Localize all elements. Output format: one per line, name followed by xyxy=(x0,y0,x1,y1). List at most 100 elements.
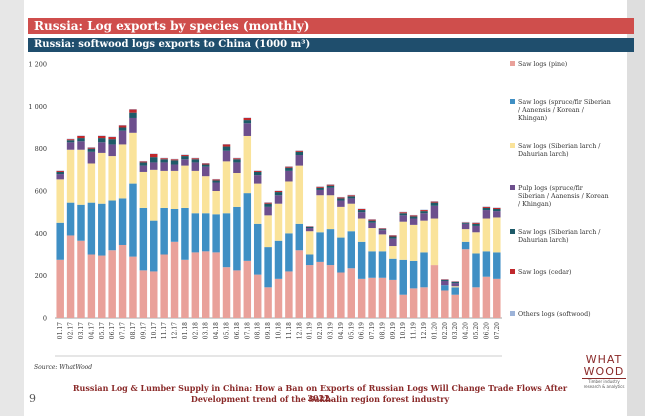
bar-segment xyxy=(357,241,366,279)
bar-segment xyxy=(243,120,252,124)
bar-segment xyxy=(212,180,220,183)
bar-segment xyxy=(160,170,168,208)
x-tick-label: 03.19 xyxy=(327,322,334,339)
bar-segment xyxy=(108,250,116,318)
bar-segment xyxy=(139,207,148,271)
bar-segment xyxy=(274,195,283,204)
bar-segment xyxy=(264,247,272,288)
x-tick-label: 05.20 xyxy=(473,322,480,339)
bar-segment xyxy=(243,193,252,261)
bar-segment xyxy=(295,150,304,152)
bar-segment xyxy=(399,221,407,260)
bar-segment xyxy=(87,163,96,203)
bar-segment xyxy=(118,198,127,245)
bar-segment xyxy=(98,142,106,153)
bar-segment xyxy=(108,156,116,201)
x-tick-label: 01.20 xyxy=(431,322,438,339)
bar-segment xyxy=(305,254,314,266)
bar-segment xyxy=(170,160,179,165)
bar-segment xyxy=(420,213,428,221)
bar-segment xyxy=(493,208,501,212)
bar-segment xyxy=(77,240,85,318)
bar-segment xyxy=(201,213,210,252)
x-tick-label: 07.19 xyxy=(369,322,376,339)
bar-segment xyxy=(461,241,470,250)
bar-segment xyxy=(399,215,407,222)
bar-segment xyxy=(430,202,439,206)
bar-segment xyxy=(389,235,397,237)
x-tick-label: 05.19 xyxy=(348,322,355,339)
legend-swatch xyxy=(510,311,515,316)
bar-segment xyxy=(409,215,418,217)
left-margin-bar xyxy=(0,0,24,416)
bar-segment xyxy=(212,179,220,181)
bar-segment xyxy=(274,278,283,318)
bar-segment xyxy=(420,211,428,214)
bar-segment xyxy=(482,218,491,252)
bar-segment xyxy=(347,196,356,199)
bar-segment xyxy=(441,290,449,318)
bar-segment xyxy=(451,282,459,284)
bar-segment xyxy=(295,223,304,251)
bar-segment xyxy=(441,280,449,286)
x-tick-label: 11.17 xyxy=(161,322,168,339)
bar-segment xyxy=(493,252,501,279)
chart-subtitle: Russia: softwood logs exports to China (… xyxy=(28,38,634,52)
bar-segment xyxy=(337,200,345,207)
bar-segment xyxy=(399,294,407,318)
y-tick-label: 400 xyxy=(35,230,47,238)
bar-segment xyxy=(316,186,324,188)
legend-label: Saw logs (Siberian larch / Dahurian larch… xyxy=(518,143,601,158)
bar-segment xyxy=(285,166,293,168)
legend-label: Saw logs (pine) xyxy=(518,61,567,68)
bar-segment xyxy=(150,169,158,221)
bar-segment xyxy=(222,267,231,318)
legend-swatch xyxy=(510,229,515,234)
bar-segment xyxy=(233,173,241,207)
bar-segment xyxy=(482,210,491,219)
x-tick-label: 06.18 xyxy=(234,322,241,339)
x-tick-label: 09.19 xyxy=(390,322,397,339)
bar-segment xyxy=(56,171,64,175)
x-tick-label: 12.19 xyxy=(421,322,428,339)
bar-segment xyxy=(378,230,387,235)
bar-segment xyxy=(108,137,116,140)
bar-segment xyxy=(77,204,85,241)
bar-segment xyxy=(389,246,397,259)
bar-segment xyxy=(118,127,127,131)
bar-segment xyxy=(181,259,189,318)
bar-segment xyxy=(295,151,304,156)
bar-segment xyxy=(326,229,335,266)
bar-segment xyxy=(66,140,75,143)
legend-label: Saw logs (Siberian larch / Dahurian larch… xyxy=(518,229,601,244)
bar-segment xyxy=(170,164,179,171)
bar-segment xyxy=(347,203,356,232)
bar-segment xyxy=(77,149,85,205)
bar-segment xyxy=(129,117,137,133)
bar-segment xyxy=(264,287,272,318)
bar-segment xyxy=(420,287,428,318)
bar-segment xyxy=(212,214,220,253)
bar-segment xyxy=(98,152,106,204)
bar-segment xyxy=(472,225,480,233)
bar-segment xyxy=(253,175,262,184)
bar-segment xyxy=(430,265,439,318)
bar-segment xyxy=(337,197,345,199)
x-tick-label: 09.17 xyxy=(140,322,147,339)
bar-segment xyxy=(305,265,314,318)
bar-segment xyxy=(160,158,168,160)
bar-segment xyxy=(316,187,324,190)
y-tick-label: 200 xyxy=(35,272,47,280)
x-tick-label: 02.20 xyxy=(442,322,449,339)
bar-segment xyxy=(181,156,189,160)
bar-segment xyxy=(378,234,387,252)
bar-segment xyxy=(316,189,324,196)
bar-segment xyxy=(441,279,449,281)
bar-segment xyxy=(357,218,366,242)
bar-segment xyxy=(233,158,241,160)
bar-segment xyxy=(253,223,262,275)
bar-segment xyxy=(139,171,148,208)
bar-segment xyxy=(243,117,252,121)
bar-segment xyxy=(378,277,387,318)
